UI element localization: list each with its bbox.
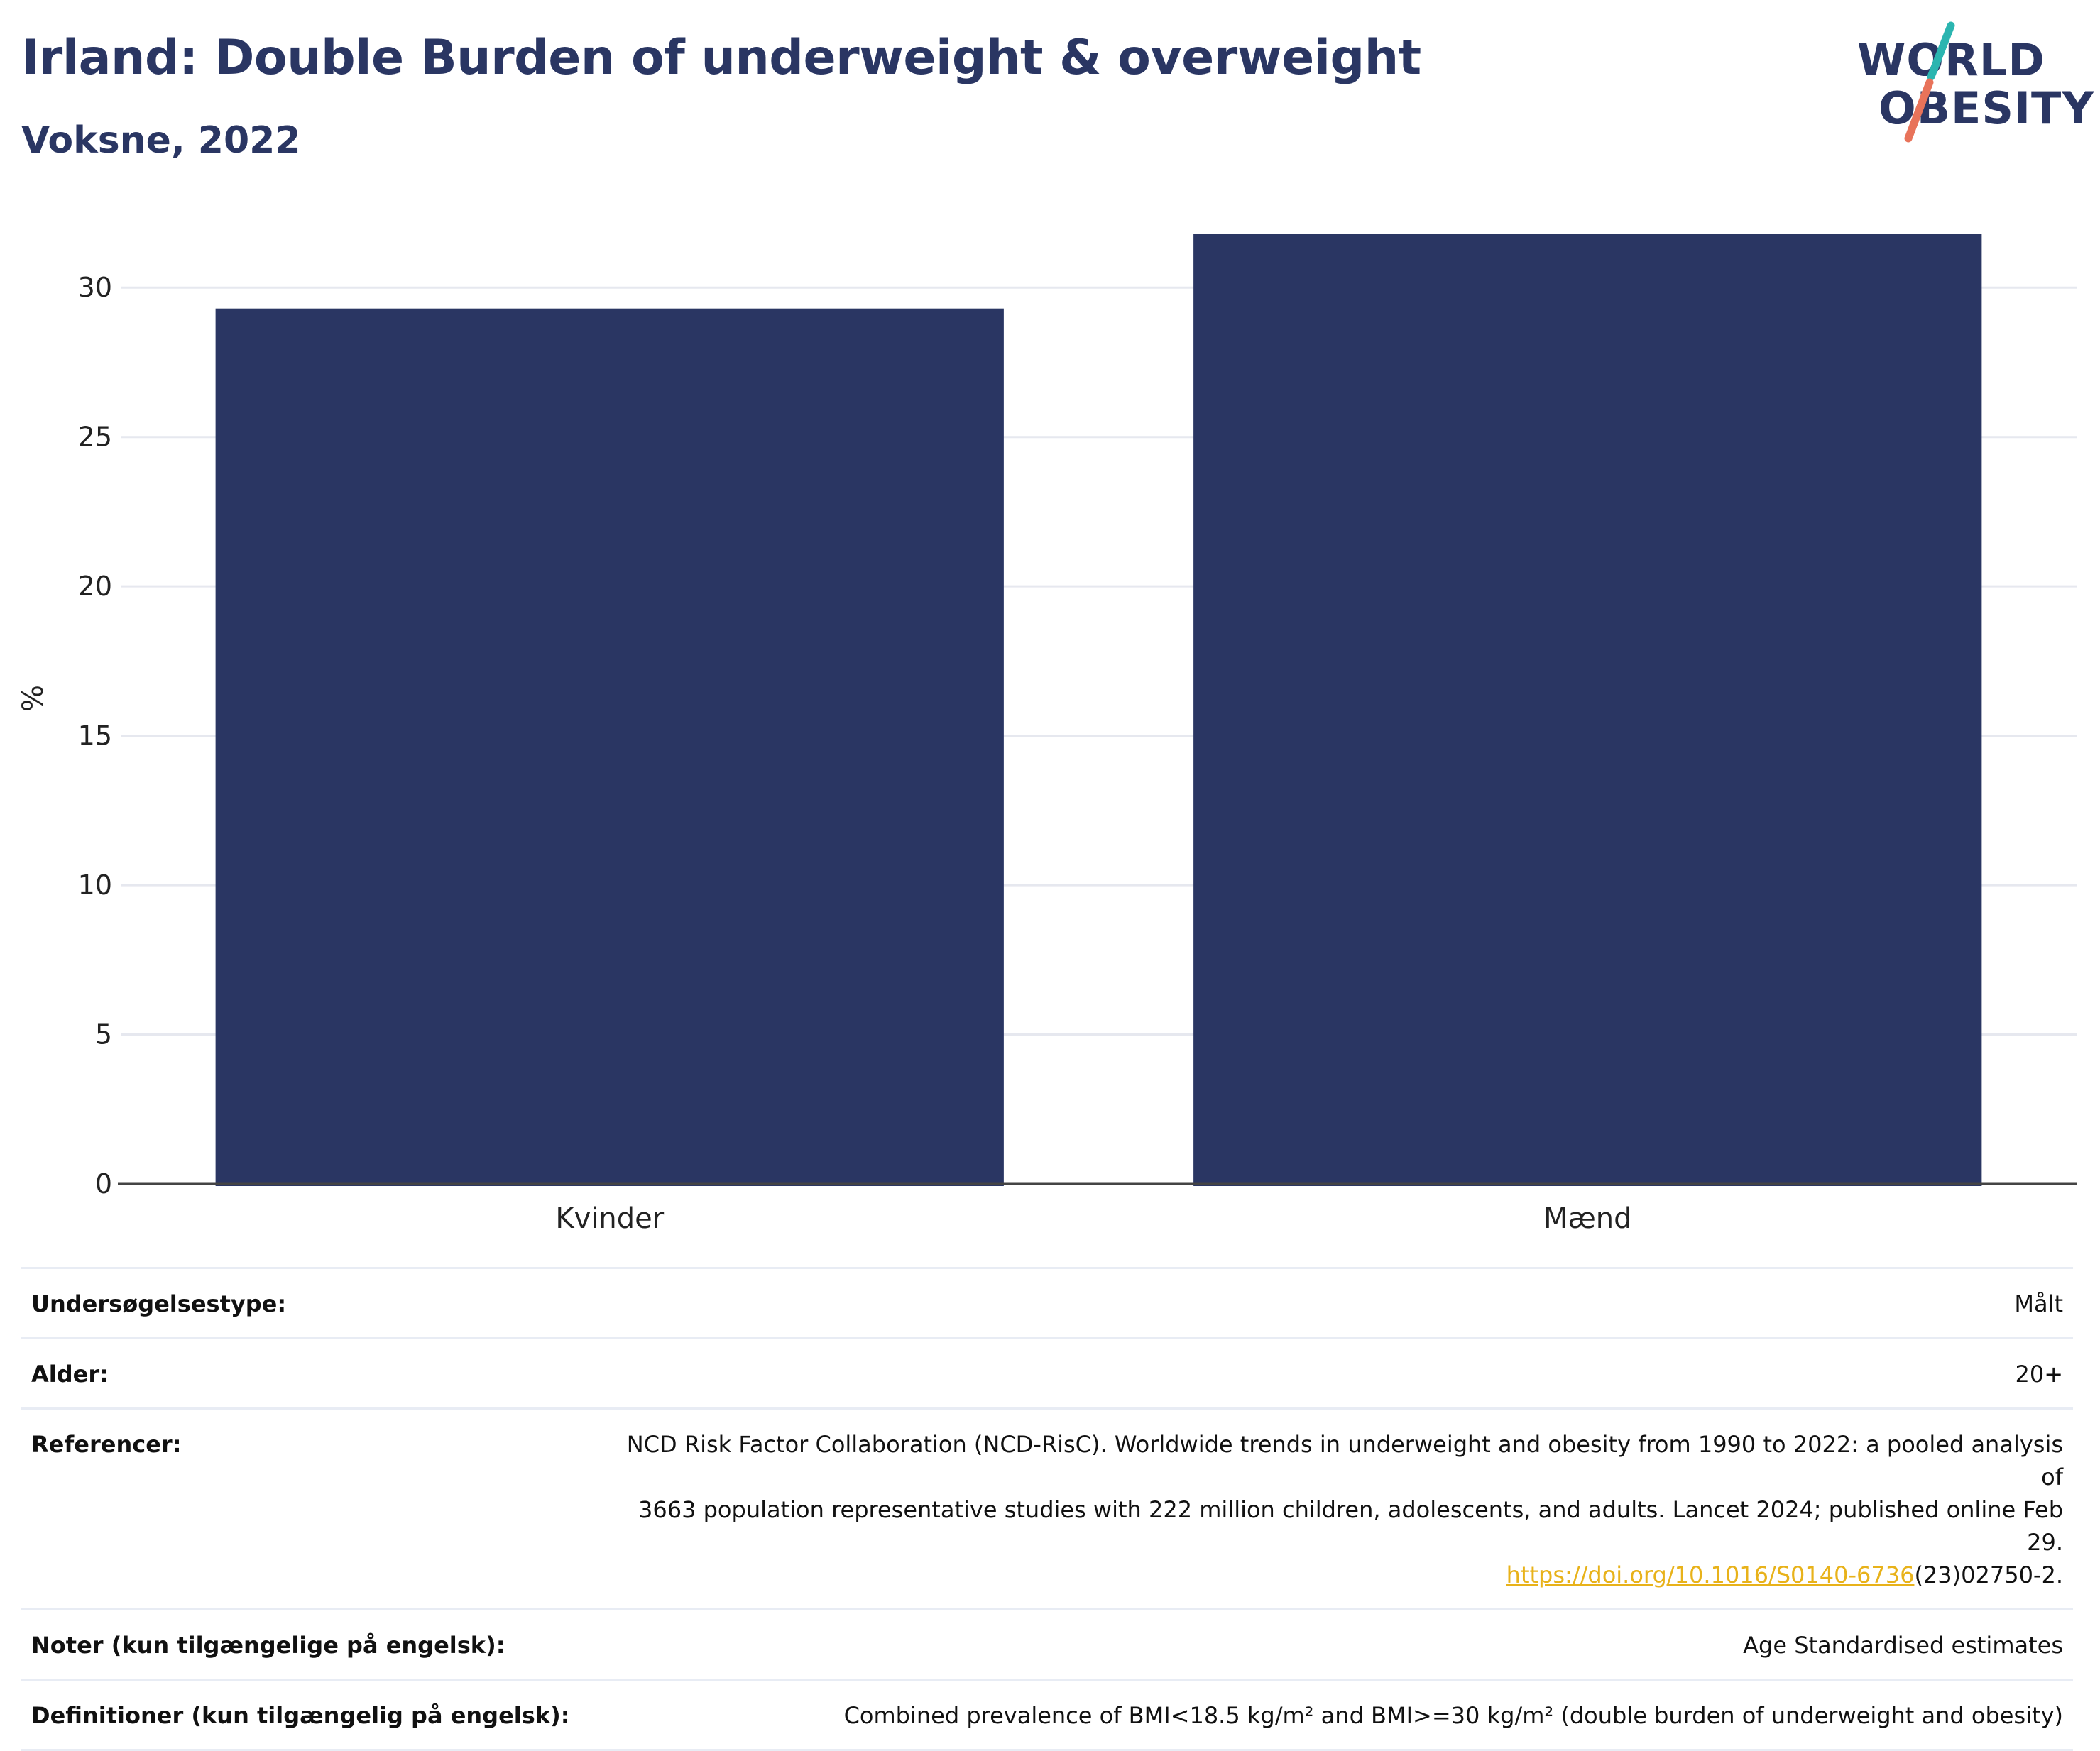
info-key: Noter (kun tilgængelige på engelsk): <box>31 1632 505 1659</box>
info-row-notes: Noter (kun tilgængelige på engelsk): Age… <box>21 1608 2073 1679</box>
chart-subtitle: Voksne, 2022 <box>21 119 301 162</box>
world-obesity-logo[interactable]: WORLD OBESITY <box>1846 21 2094 149</box>
y-tick-label: 10 <box>78 869 112 901</box>
y-tick-label: 30 <box>78 272 112 303</box>
logo-line1: WORLD <box>1857 34 2045 86</box>
info-row-definitions: Definitioner (kun tilgængelig på engelsk… <box>21 1679 2073 1751</box>
info-key: Definitioner (kun tilgængelig på engelsk… <box>31 1702 570 1729</box>
info-key: Alder: <box>31 1361 109 1388</box>
info-key: Undersøgelsestype: <box>31 1290 287 1317</box>
info-value: Age Standardised estimates <box>1743 1632 2063 1659</box>
info-value: 20+ <box>2015 1361 2063 1388</box>
y-tick-label: 25 <box>78 422 112 453</box>
y-tick-label: 15 <box>78 720 112 752</box>
info-value: Combined prevalence of BMI<18.5 kg/m² an… <box>843 1702 2063 1729</box>
info-value: NCD Risk Factor Collaboration (NCD-RisC)… <box>608 1428 2063 1591</box>
x-category-labels: Kvinder Mænd <box>555 1202 1631 1235</box>
info-row-age: Alder: 20+ <box>21 1337 2073 1407</box>
y-tick-labels: 0 5 10 15 20 25 30 <box>78 272 112 1200</box>
reference-link-suffix: (23)02750-2. <box>1914 1561 2063 1588</box>
info-key: Referencer: <box>31 1431 182 1458</box>
x-category-label: Mænd <box>1543 1202 1632 1235</box>
reference-link[interactable]: https://doi.org/10.1016/S0140-6736 <box>1506 1561 1915 1588</box>
bars <box>215 234 1982 1187</box>
reference-line-1: NCD Risk Factor Collaboration (NCD-RisC)… <box>626 1431 2063 1491</box>
bar-chart: 0 5 10 15 20 25 30 Kvinder Mænd % <box>17 234 2077 1235</box>
logo-slash-icon <box>1904 21 1955 143</box>
info-row-references: Referencer: NCD Risk Factor Collaboratio… <box>21 1407 2073 1608</box>
reference-line-2: 3663 population representative studies w… <box>638 1496 2063 1556</box>
info-table: Undersøgelsestype: Målt Alder: 20+ Refer… <box>21 1267 2073 1751</box>
bar-mænd[interactable] <box>1193 234 1982 1186</box>
y-tick-label: 5 <box>95 1019 112 1050</box>
y-tick-label: 0 <box>95 1168 112 1200</box>
y-axis-title: % <box>17 685 50 712</box>
x-category-label: Kvinder <box>555 1202 664 1235</box>
bar-kvinder[interactable] <box>215 308 1004 1187</box>
y-tick-label: 20 <box>78 571 112 602</box>
info-value: Målt <box>2014 1290 2063 1317</box>
info-row-survey-type: Undersøgelsestype: Målt <box>21 1267 2073 1337</box>
chart-title: Irland: Double Burden of underweight & o… <box>21 30 1421 86</box>
